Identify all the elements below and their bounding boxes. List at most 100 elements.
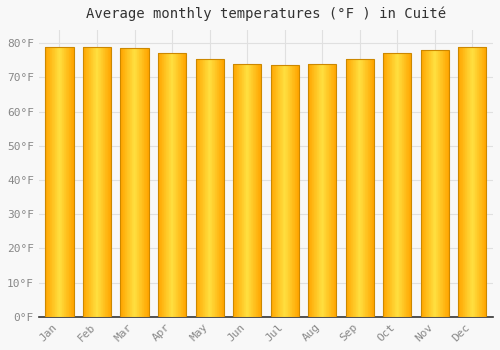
- Bar: [482, 47, 483, 317]
- Bar: [96, 47, 97, 317]
- Bar: [311, 64, 312, 317]
- Bar: [101, 47, 102, 317]
- Bar: [401, 54, 402, 317]
- Bar: [313, 64, 314, 317]
- Bar: [357, 58, 358, 317]
- Bar: [256, 64, 257, 317]
- Bar: [65, 47, 66, 317]
- Bar: [252, 64, 253, 317]
- Bar: [146, 48, 148, 317]
- Bar: [58, 47, 59, 317]
- Bar: [235, 64, 236, 317]
- Bar: [274, 65, 275, 317]
- Bar: [124, 48, 125, 317]
- Bar: [136, 48, 138, 317]
- Bar: [175, 54, 176, 317]
- Bar: [145, 48, 146, 317]
- Bar: [361, 58, 362, 317]
- Bar: [120, 48, 121, 317]
- Bar: [126, 48, 127, 317]
- Bar: [389, 54, 390, 317]
- Bar: [316, 64, 318, 317]
- Bar: [214, 58, 216, 317]
- Bar: [199, 58, 200, 317]
- Bar: [233, 64, 234, 317]
- Bar: [173, 54, 174, 317]
- Bar: [250, 64, 252, 317]
- Bar: [164, 54, 165, 317]
- Bar: [359, 58, 360, 317]
- Bar: [278, 65, 279, 317]
- Bar: [330, 64, 332, 317]
- Bar: [218, 58, 219, 317]
- Bar: [259, 64, 260, 317]
- Bar: [369, 58, 370, 317]
- Bar: [458, 47, 486, 317]
- Bar: [371, 58, 372, 317]
- Bar: [459, 47, 460, 317]
- Bar: [204, 58, 206, 317]
- Bar: [130, 48, 131, 317]
- Bar: [386, 54, 387, 317]
- Bar: [142, 48, 143, 317]
- Bar: [109, 47, 110, 317]
- Bar: [458, 47, 459, 317]
- Bar: [51, 47, 52, 317]
- Bar: [97, 47, 98, 317]
- Bar: [83, 47, 111, 317]
- Bar: [201, 58, 202, 317]
- Bar: [408, 54, 410, 317]
- Bar: [234, 64, 236, 317]
- Bar: [349, 58, 350, 317]
- Bar: [179, 54, 180, 317]
- Bar: [425, 50, 426, 317]
- Bar: [438, 50, 439, 317]
- Bar: [180, 54, 182, 317]
- Bar: [484, 47, 485, 317]
- Bar: [50, 47, 51, 317]
- Bar: [139, 48, 140, 317]
- Bar: [434, 50, 435, 317]
- Bar: [238, 64, 239, 317]
- Bar: [346, 58, 374, 317]
- Bar: [424, 50, 425, 317]
- Bar: [277, 65, 278, 317]
- Bar: [383, 54, 384, 317]
- Bar: [468, 47, 469, 317]
- Bar: [296, 65, 298, 317]
- Bar: [352, 58, 354, 317]
- Bar: [298, 65, 299, 317]
- Bar: [440, 50, 442, 317]
- Bar: [422, 50, 423, 317]
- Bar: [423, 50, 424, 317]
- Bar: [73, 47, 74, 317]
- Bar: [441, 50, 442, 317]
- Bar: [364, 58, 366, 317]
- Bar: [478, 47, 479, 317]
- Bar: [100, 47, 102, 317]
- Bar: [469, 47, 470, 317]
- Bar: [221, 58, 222, 317]
- Bar: [213, 58, 214, 317]
- Bar: [368, 58, 369, 317]
- Bar: [444, 50, 446, 317]
- Bar: [370, 58, 371, 317]
- Bar: [223, 58, 224, 317]
- Bar: [207, 58, 208, 317]
- Bar: [198, 58, 199, 317]
- Bar: [330, 64, 331, 317]
- Bar: [212, 58, 213, 317]
- Bar: [86, 47, 87, 317]
- Bar: [248, 64, 250, 317]
- Bar: [444, 50, 445, 317]
- Bar: [208, 58, 209, 317]
- Bar: [320, 64, 321, 317]
- Bar: [95, 47, 96, 317]
- Bar: [168, 54, 170, 317]
- Bar: [245, 64, 246, 317]
- Bar: [108, 47, 109, 317]
- Bar: [176, 54, 177, 317]
- Bar: [209, 58, 210, 317]
- Bar: [253, 64, 254, 317]
- Bar: [68, 47, 70, 317]
